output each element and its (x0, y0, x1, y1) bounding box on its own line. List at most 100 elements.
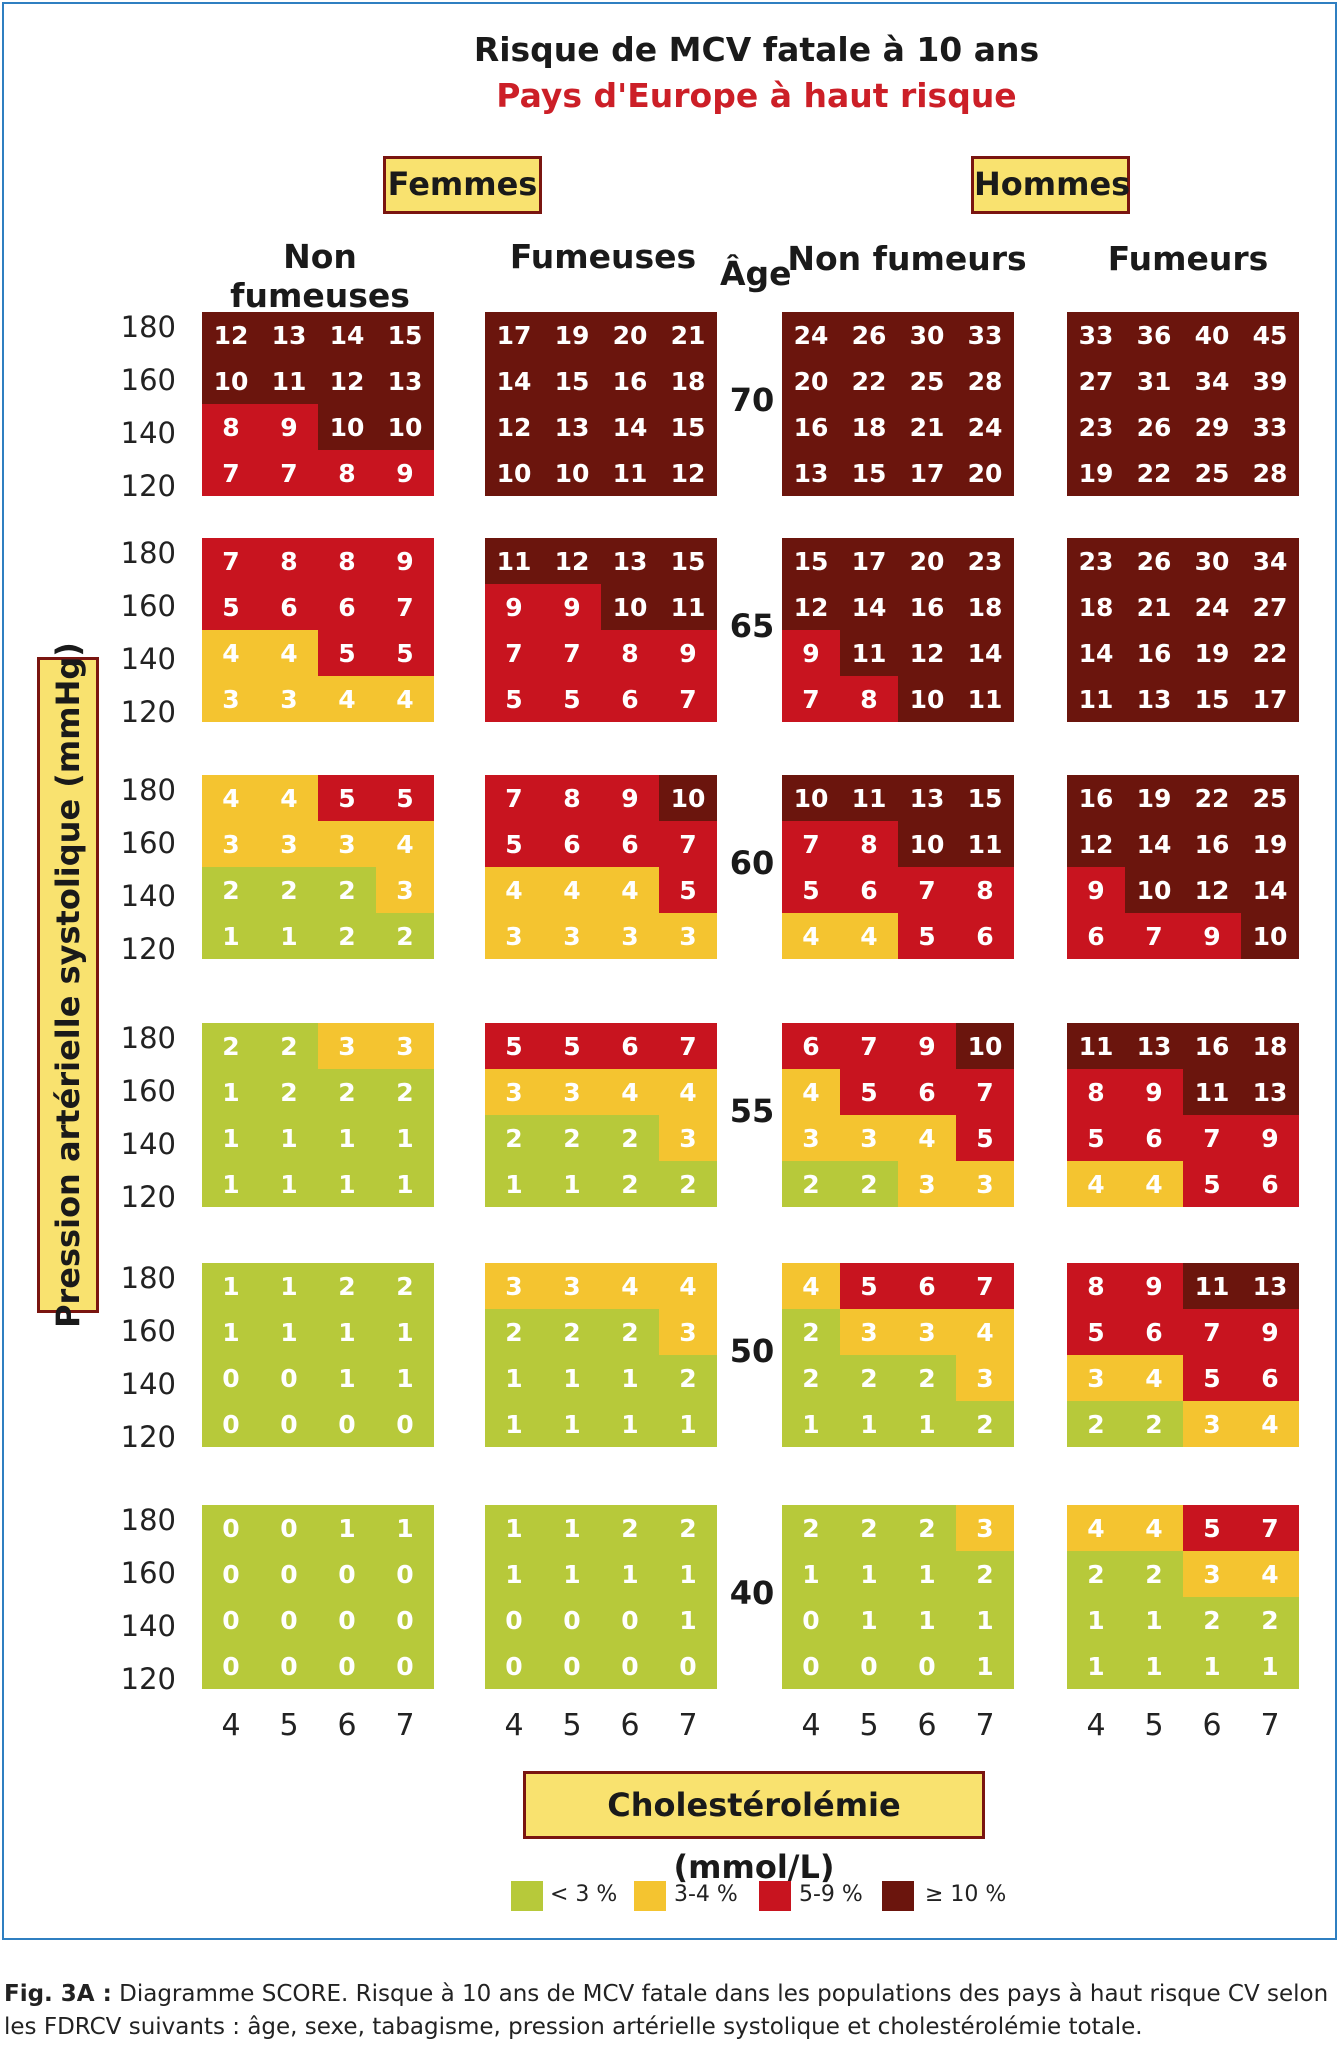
heatmap-cell-femmes-fumeuses-age60: 3 (659, 913, 717, 959)
heatmap-cell-hommes-fumeurs-age60: 12 (1183, 867, 1241, 913)
heatmap-cell-femmes-fumeuses-age40: 0 (601, 1597, 659, 1643)
heatmap-cell-hommes-fumeurs-age60: 9 (1067, 867, 1125, 913)
heatmap-cell-femmes-non-fumeuses-age40: 0 (260, 1505, 318, 1551)
heatmap-cell-femmes-non-fumeuses-age70: 10 (318, 404, 376, 450)
heatmap-cell-femmes-non-fumeuses-age60: 1 (260, 913, 318, 959)
heatmap-cell-hommes-non-fumeurs-age40: 1 (898, 1597, 956, 1643)
heatmap-cell-femmes-fumeuses-age40: 0 (659, 1643, 717, 1689)
heatmap-cell-femmes-non-fumeuses-age70: 10 (202, 358, 260, 404)
heatmap-cell-hommes-fumeurs-age50: 2 (1067, 1401, 1125, 1447)
heatmap-cell-hommes-fumeurs-age55: 7 (1183, 1115, 1241, 1161)
sbp-tick-label: 140 (120, 1127, 176, 1161)
heatmap-cell-femmes-fumeuses-age55: 2 (543, 1115, 601, 1161)
heatmap-cell-hommes-non-fumeurs-age40: 0 (782, 1597, 840, 1643)
heatmap-cell-femmes-non-fumeuses-age55: 2 (202, 1023, 260, 1069)
heatmap-cell-femmes-fumeuses-age65: 15 (659, 538, 717, 584)
heatmap-cell-hommes-fumeurs-age55: 11 (1183, 1069, 1241, 1115)
heatmap-cell-hommes-non-fumeurs-age65: 8 (840, 676, 898, 722)
cholesterol-tick-label: 4 (801, 1708, 821, 1743)
heatmap-cell-hommes-fumeurs-age50: 5 (1067, 1309, 1125, 1355)
sbp-tick-label: 180 (120, 1261, 176, 1295)
heatmap-cell-femmes-fumeuses-age65: 12 (543, 538, 601, 584)
heatmap-cell-femmes-non-fumeuses-age50: 0 (260, 1401, 318, 1447)
heatmap-cell-femmes-fumeuses-age55: 4 (659, 1069, 717, 1115)
heatmap-cell-hommes-fumeurs-age55: 16 (1183, 1023, 1241, 1069)
heatmap-cell-hommes-non-fumeurs-age50: 2 (898, 1355, 956, 1401)
heatmap-cell-femmes-fumeuses-age50: 1 (543, 1401, 601, 1447)
age-label-60: 60 (729, 844, 775, 882)
heatmap-cell-femmes-non-fumeuses-age65: 8 (318, 538, 376, 584)
heatmap-cell-femmes-fumeuses-age50: 1 (485, 1355, 543, 1401)
heatmap-cell-femmes-fumeuses-age55: 3 (659, 1115, 717, 1161)
sbp-tick-label: 180 (120, 536, 176, 570)
group-header-hommes-fumeurs: Fumeurs (1107, 239, 1269, 278)
heatmap-cell-hommes-non-fumeurs-age70: 20 (782, 358, 840, 404)
heatmap-cell-hommes-non-fumeurs-age55: 6 (898, 1069, 956, 1115)
heatmap-cell-hommes-non-fumeurs-age55: 4 (782, 1069, 840, 1115)
heatmap-cell-hommes-non-fumeurs-age50: 3 (840, 1309, 898, 1355)
heatmap-cell-hommes-fumeurs-age50: 11 (1183, 1263, 1241, 1309)
heatmap-cell-hommes-fumeurs-age65: 22 (1241, 630, 1299, 676)
heatmap-cell-femmes-non-fumeuses-age65: 6 (318, 584, 376, 630)
heatmap-cell-hommes-fumeurs-age65: 21 (1125, 584, 1183, 630)
heatmap-cell-femmes-fumeuses-age50: 2 (485, 1309, 543, 1355)
heatmap-cell-femmes-non-fumeuses-age50: 1 (318, 1309, 376, 1355)
heatmap-cell-hommes-non-fumeurs-age50: 1 (782, 1401, 840, 1447)
heatmap-cell-hommes-fumeurs-age40: 3 (1183, 1551, 1241, 1597)
heatmap-cell-femmes-fumeuses-age50: 1 (601, 1355, 659, 1401)
heatmap-cell-femmes-fumeuses-age40: 1 (601, 1551, 659, 1597)
heatmap-cell-femmes-non-fumeuses-age70: 7 (260, 450, 318, 496)
heatmap-cell-femmes-non-fumeuses-age65: 5 (318, 630, 376, 676)
heatmap-cell-femmes-fumeuses-age50: 3 (485, 1263, 543, 1309)
heatmap-cell-hommes-non-fumeurs-age40: 0 (782, 1643, 840, 1689)
y-axis-label: Pression artérielle systolique (mmHg) (49, 642, 87, 1328)
heatmap-cell-femmes-non-fumeuses-age50: 0 (260, 1355, 318, 1401)
heatmap-cell-hommes-fumeurs-age60: 6 (1067, 913, 1125, 959)
heatmap-cell-hommes-fumeurs-age55: 13 (1125, 1023, 1183, 1069)
legend-swatch-ge10 (882, 1881, 914, 1911)
heatmap-cell-femmes-fumeuses-age65: 5 (485, 676, 543, 722)
heatmap-cell-femmes-fumeuses-age60: 3 (543, 913, 601, 959)
heatmap-cell-hommes-non-fumeurs-age60: 8 (956, 867, 1014, 913)
heatmap-cell-hommes-non-fumeurs-age60: 4 (840, 913, 898, 959)
heatmap-cell-femmes-fumeuses-age40: 1 (485, 1505, 543, 1551)
heatmap-cell-femmes-non-fumeuses-age65: 5 (376, 630, 434, 676)
heatmap-cell-hommes-non-fumeurs-age70: 22 (840, 358, 898, 404)
heatmap-cell-hommes-non-fumeurs-age50: 3 (956, 1355, 1014, 1401)
heatmap-cell-hommes-non-fumeurs-age60: 7 (898, 867, 956, 913)
heatmap-cell-hommes-non-fumeurs-age55: 3 (782, 1115, 840, 1161)
heatmap-cell-femmes-fumeuses-age40: 0 (543, 1597, 601, 1643)
heatmap-cell-hommes-non-fumeurs-age55: 3 (956, 1161, 1014, 1207)
sbp-tick-label: 180 (120, 310, 176, 344)
heatmap-cell-hommes-non-fumeurs-age55: 5 (956, 1115, 1014, 1161)
heatmap-cell-femmes-non-fumeuses-age70: 13 (376, 358, 434, 404)
heatmap-cell-femmes-fumeuses-age60: 10 (659, 775, 717, 821)
heatmap-cell-femmes-fumeuses-age65: 11 (485, 538, 543, 584)
heatmap-cell-femmes-non-fumeuses-age50: 2 (318, 1263, 376, 1309)
heatmap-cell-hommes-fumeurs-age70: 19 (1067, 450, 1125, 496)
cholesterol-tick-label: 4 (1086, 1708, 1106, 1743)
heatmap-cell-femmes-non-fumeuses-age65: 3 (202, 676, 260, 722)
heatmap-cell-femmes-non-fumeuses-age70: 10 (376, 404, 434, 450)
heatmap-cell-hommes-non-fumeurs-age70: 24 (956, 404, 1014, 450)
age-header: Âge (720, 254, 792, 293)
sbp-tick-label: 120 (120, 932, 176, 966)
heatmap-cell-hommes-fumeurs-age50: 9 (1241, 1309, 1299, 1355)
heatmap-cell-hommes-non-fumeurs-age60: 8 (840, 821, 898, 867)
heatmap-cell-hommes-fumeurs-age70: 28 (1241, 450, 1299, 496)
heatmap-cell-femmes-non-fumeuses-age65: 4 (376, 676, 434, 722)
heatmap-cell-femmes-fumeuses-age50: 1 (543, 1355, 601, 1401)
heatmap-cell-femmes-fumeuses-age50: 3 (543, 1263, 601, 1309)
heatmap-cell-hommes-non-fumeurs-age55: 2 (840, 1161, 898, 1207)
sbp-tick-label: 120 (120, 1420, 176, 1454)
heatmap-cell-hommes-non-fumeurs-age50: 5 (840, 1263, 898, 1309)
heatmap-cell-femmes-non-fumeuses-age60: 4 (260, 775, 318, 821)
heatmap-cell-femmes-fumeuses-age55: 1 (485, 1161, 543, 1207)
heatmap-cell-femmes-fumeuses-age65: 11 (659, 584, 717, 630)
figure-frame (2, 2, 1337, 1940)
heatmap-cell-femmes-non-fumeuses-age60: 2 (376, 913, 434, 959)
heatmap-cell-femmes-fumeuses-age55: 2 (601, 1161, 659, 1207)
heatmap-cell-femmes-fumeuses-age60: 4 (543, 867, 601, 913)
sex-label-femmes: Femmes (383, 156, 542, 214)
heatmap-cell-femmes-non-fumeuses-age70: 8 (318, 450, 376, 496)
